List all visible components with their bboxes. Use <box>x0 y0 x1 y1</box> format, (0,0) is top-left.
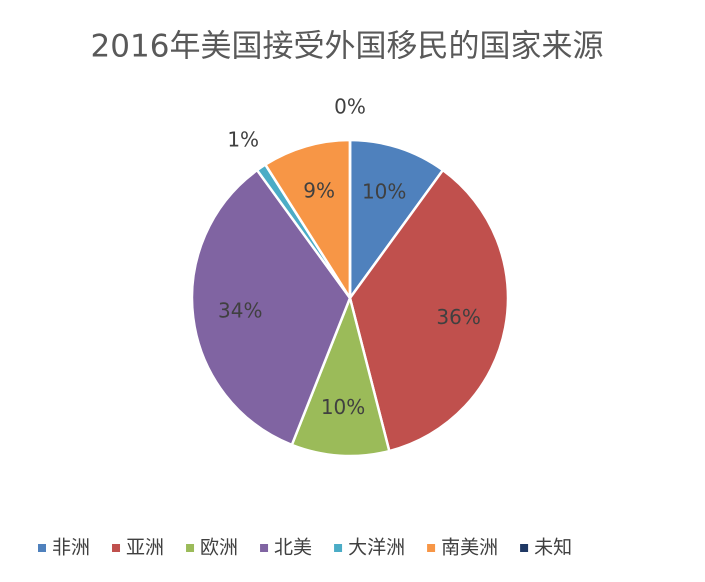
value-label: 1% <box>227 127 259 151</box>
pie-slice <box>190 168 352 447</box>
pie-slice <box>348 168 510 453</box>
legend-label: 非洲 <box>52 537 90 559</box>
legend-swatch <box>334 544 343 552</box>
value-label: 0% <box>334 95 366 119</box>
legend-label: 大洋洲 <box>348 537 405 559</box>
legend-swatch <box>520 544 529 552</box>
value-label: 34% <box>218 298 262 322</box>
value-label: 10% <box>321 395 365 419</box>
legend-label: 南美洲 <box>441 537 498 559</box>
pie-slice <box>290 293 391 458</box>
chart-title: 2016年美国接受外国移民的国家来源 <box>91 29 604 65</box>
legend-swatch <box>186 544 195 552</box>
legend-swatch <box>38 544 46 552</box>
value-label: 10% <box>362 179 406 203</box>
value-label: 9% <box>303 178 335 202</box>
legend-swatch <box>260 544 269 552</box>
value-label: 36% <box>436 305 480 329</box>
legend-label: 欧洲 <box>200 537 238 559</box>
legend-label: 未知 <box>534 537 572 559</box>
legend-swatch <box>427 544 436 552</box>
legend-swatch <box>112 544 121 552</box>
legend-label: 北美 <box>274 537 312 559</box>
legend-label: 亚洲 <box>126 537 164 559</box>
pie-slice <box>348 138 445 302</box>
pie-slice <box>263 138 352 303</box>
